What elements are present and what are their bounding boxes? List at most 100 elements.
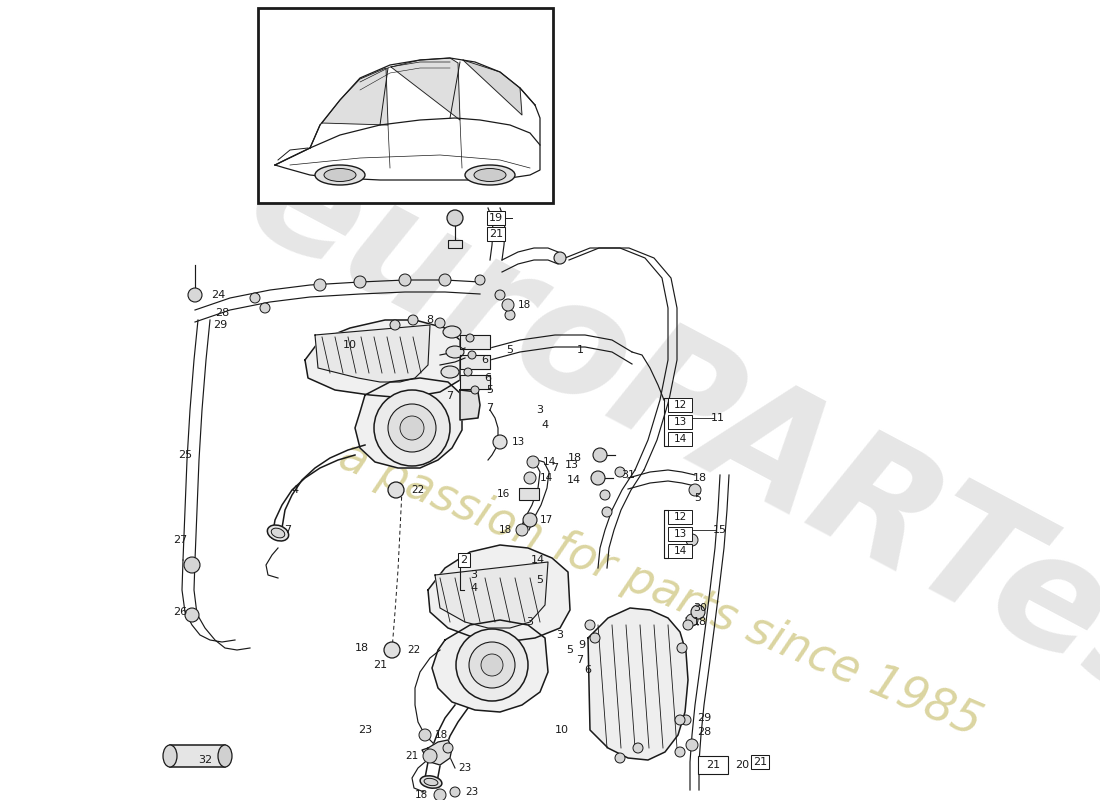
Text: 11: 11 (711, 413, 725, 423)
Text: 5: 5 (537, 575, 543, 585)
Circle shape (686, 614, 698, 626)
Text: 7: 7 (486, 403, 494, 413)
Text: 21: 21 (405, 751, 418, 761)
Text: 32: 32 (198, 755, 212, 765)
Bar (519, 488, 539, 500)
Circle shape (400, 416, 424, 440)
Circle shape (384, 642, 400, 658)
Text: 21: 21 (706, 760, 721, 770)
Text: 15: 15 (713, 525, 727, 535)
Circle shape (475, 275, 485, 285)
Polygon shape (460, 335, 490, 349)
Text: 10: 10 (556, 725, 569, 735)
Text: 31: 31 (621, 470, 635, 480)
Text: 14: 14 (673, 434, 686, 444)
Text: 29: 29 (697, 713, 711, 723)
Circle shape (419, 729, 431, 741)
Polygon shape (463, 60, 522, 115)
Text: 3: 3 (527, 617, 534, 627)
Text: 3: 3 (471, 570, 477, 580)
Ellipse shape (446, 346, 464, 358)
Circle shape (314, 279, 326, 291)
Circle shape (388, 404, 436, 452)
Circle shape (686, 739, 698, 751)
Text: euroPARTes: euroPARTes (222, 116, 1100, 744)
Text: 6: 6 (484, 373, 492, 383)
Bar (258, 8, 553, 203)
Text: 7: 7 (551, 463, 559, 473)
Circle shape (686, 534, 698, 546)
Circle shape (464, 368, 472, 376)
Text: 23: 23 (358, 725, 372, 735)
Polygon shape (355, 378, 462, 468)
Text: 23: 23 (458, 763, 471, 773)
Text: 16: 16 (497, 489, 510, 499)
Circle shape (188, 288, 202, 302)
Ellipse shape (315, 165, 365, 185)
Text: 28: 28 (697, 727, 711, 737)
Polygon shape (390, 58, 460, 120)
Polygon shape (588, 608, 688, 760)
Bar (668, 432, 692, 446)
Text: 17: 17 (540, 515, 553, 525)
Text: 18: 18 (355, 643, 370, 653)
Text: 18: 18 (693, 473, 707, 483)
Text: 28: 28 (214, 308, 229, 318)
Text: 3: 3 (537, 405, 543, 415)
Text: 12: 12 (673, 400, 686, 410)
Circle shape (591, 471, 605, 485)
Circle shape (593, 448, 607, 462)
Text: 22: 22 (407, 645, 420, 655)
Text: 14: 14 (566, 475, 581, 485)
Circle shape (481, 654, 503, 676)
Circle shape (471, 386, 478, 394)
Circle shape (615, 467, 625, 477)
Ellipse shape (425, 778, 438, 786)
Bar (668, 544, 692, 558)
Text: 27: 27 (173, 535, 187, 545)
Text: 18: 18 (693, 617, 707, 627)
Text: 5: 5 (506, 345, 514, 355)
Bar (668, 415, 692, 429)
Circle shape (408, 315, 418, 325)
Circle shape (450, 787, 460, 797)
Bar (448, 240, 462, 248)
Circle shape (527, 456, 539, 468)
Circle shape (443, 743, 453, 753)
Ellipse shape (324, 169, 356, 182)
Circle shape (505, 310, 515, 320)
Text: 21: 21 (488, 229, 503, 239)
Ellipse shape (474, 169, 506, 182)
Circle shape (675, 715, 685, 725)
Circle shape (590, 633, 600, 643)
Text: 5: 5 (694, 493, 702, 503)
Polygon shape (460, 375, 490, 389)
Circle shape (554, 252, 566, 264)
Ellipse shape (441, 366, 459, 378)
Circle shape (600, 490, 610, 500)
Text: 7: 7 (285, 525, 292, 535)
Circle shape (468, 351, 476, 359)
Polygon shape (434, 562, 548, 628)
Text: 13: 13 (565, 460, 579, 470)
Polygon shape (275, 118, 540, 180)
Bar (668, 527, 692, 541)
Circle shape (447, 210, 463, 226)
Text: 14: 14 (540, 473, 553, 483)
Text: 21: 21 (373, 660, 387, 670)
Text: 13: 13 (512, 437, 526, 447)
Text: 19: 19 (488, 213, 503, 223)
Circle shape (260, 303, 270, 313)
Circle shape (469, 642, 515, 688)
Circle shape (691, 605, 705, 619)
Circle shape (456, 629, 528, 701)
Text: 24: 24 (211, 290, 226, 300)
Circle shape (683, 620, 693, 630)
Circle shape (681, 715, 691, 725)
Circle shape (184, 557, 200, 573)
Circle shape (434, 318, 446, 328)
Circle shape (388, 482, 404, 498)
Text: 25: 25 (178, 450, 192, 460)
Circle shape (602, 507, 612, 517)
Text: 18: 18 (415, 790, 428, 800)
